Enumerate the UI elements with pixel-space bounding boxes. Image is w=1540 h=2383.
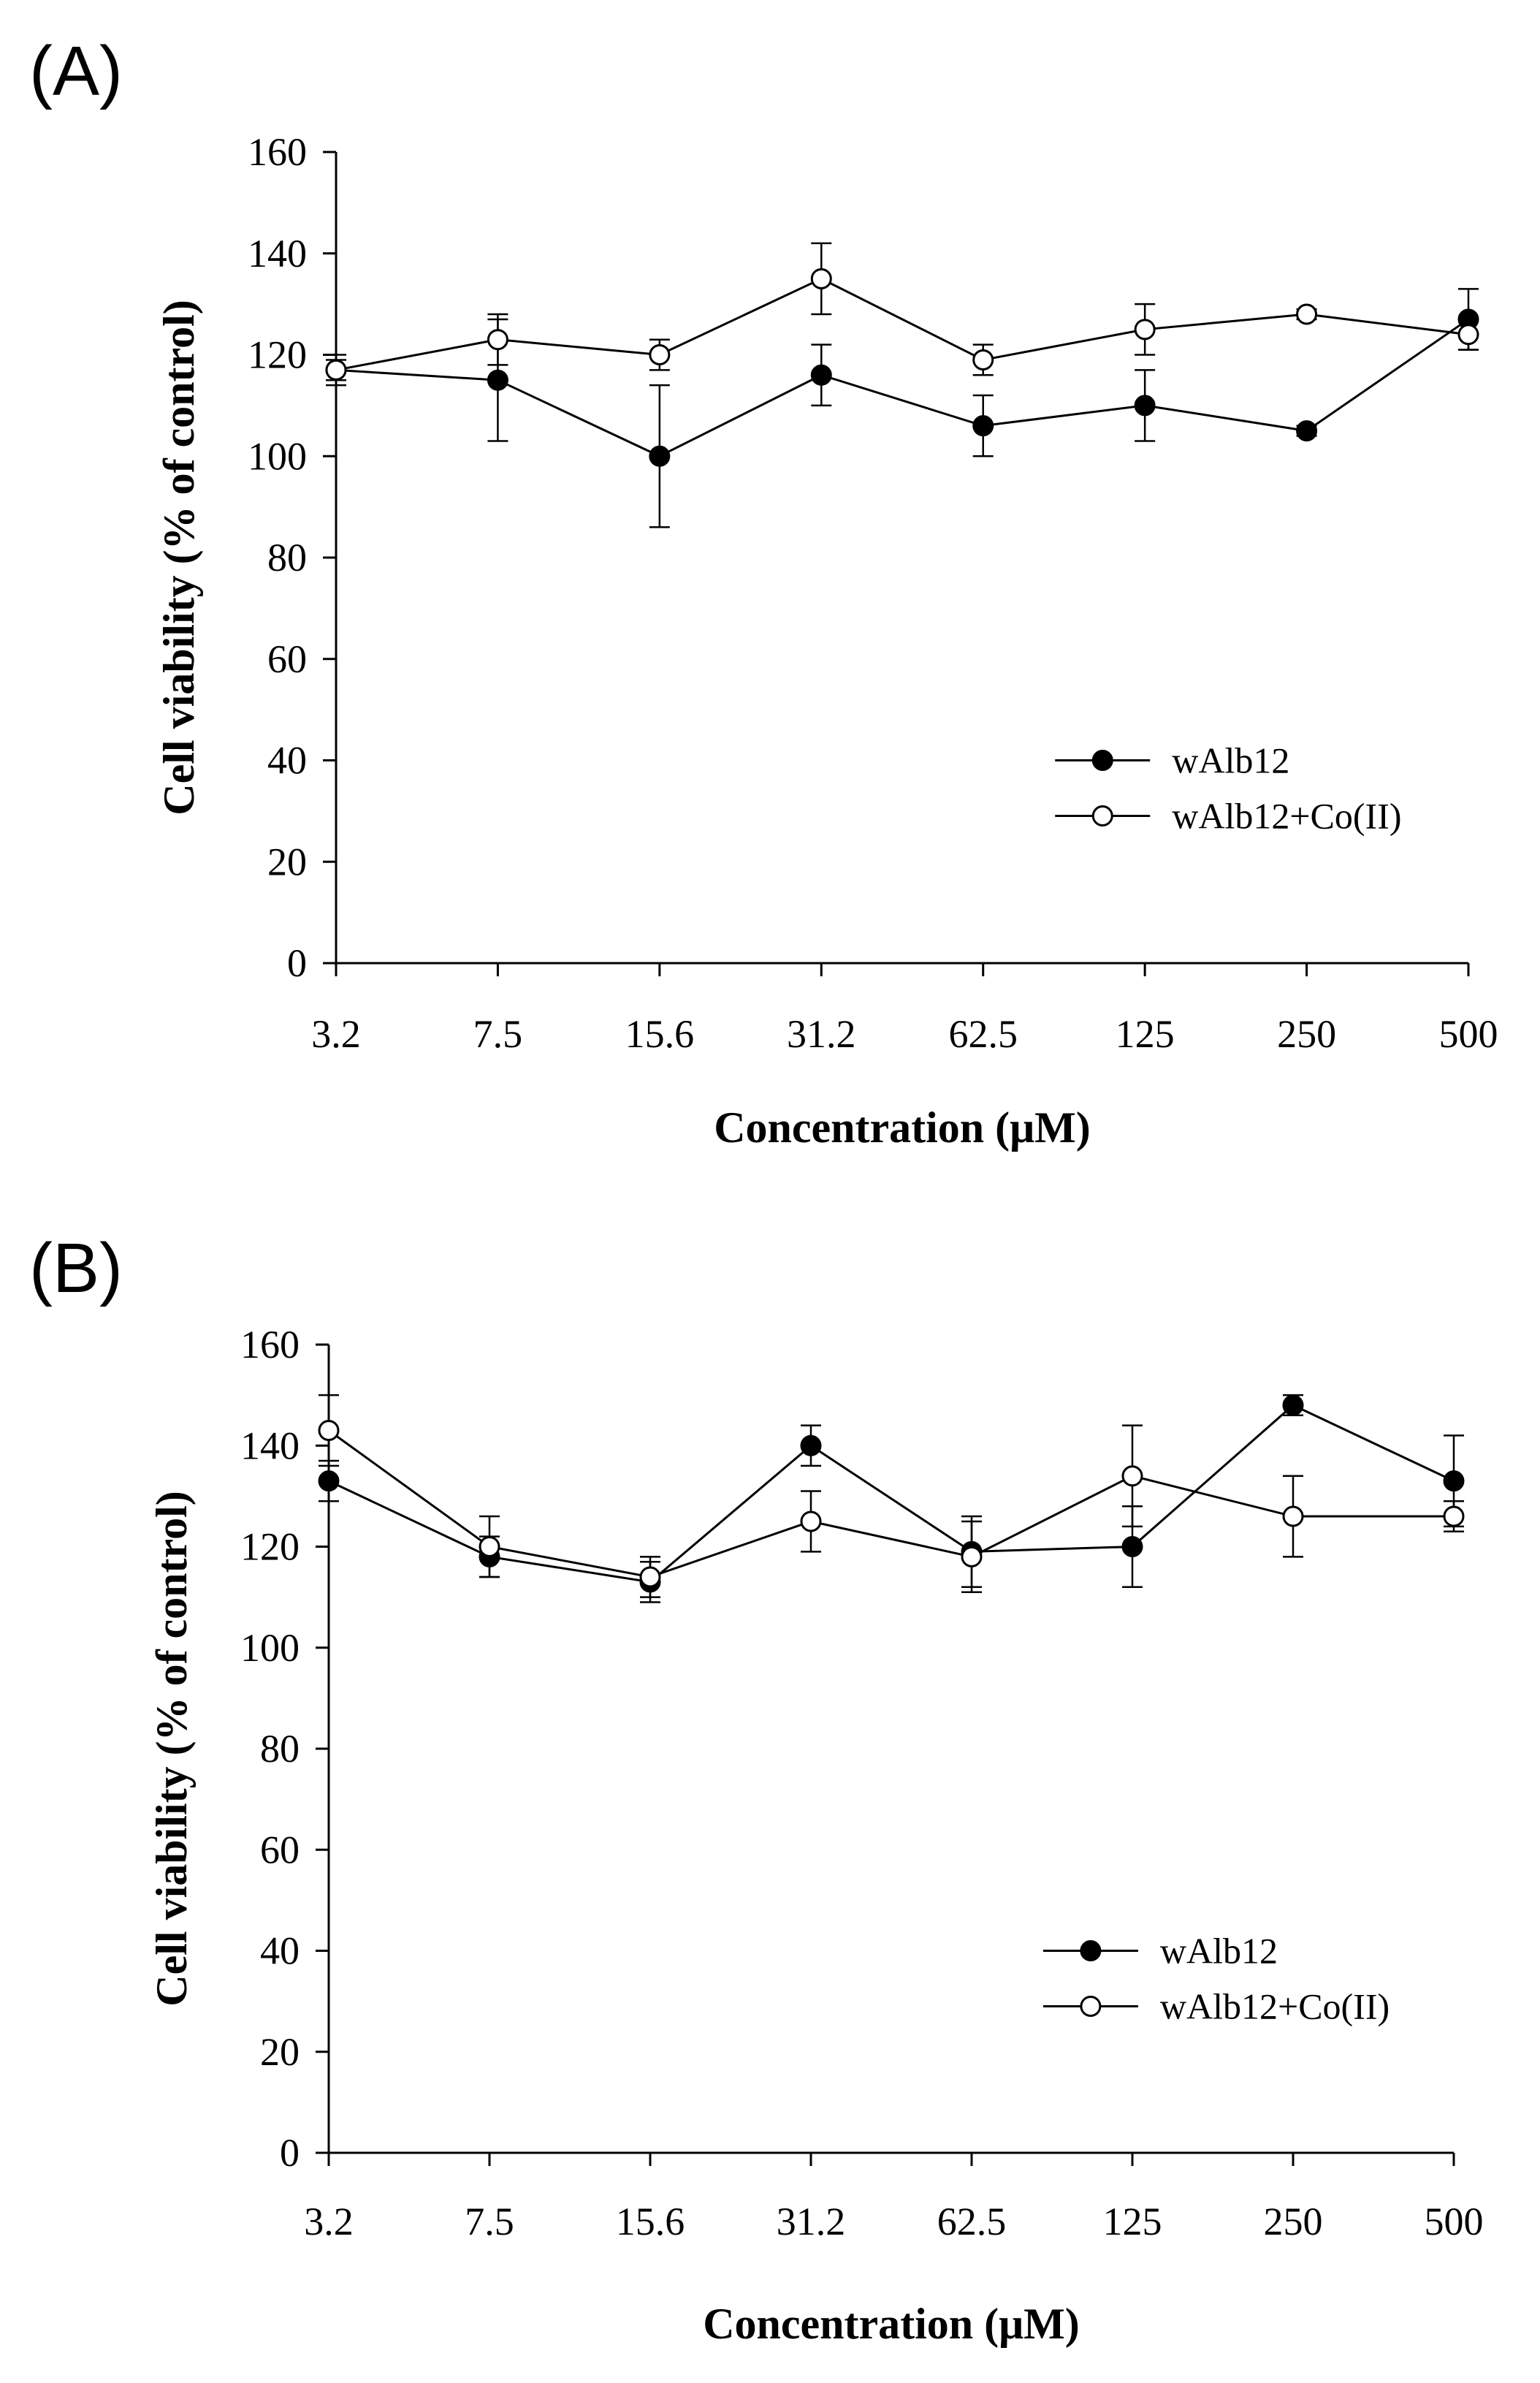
data-point	[318, 1470, 340, 1492]
data-point	[487, 369, 508, 391]
y-tick-label: 120	[248, 333, 307, 377]
legend-entry-0: wAlb12	[1055, 740, 1289, 781]
x-tick-label: 15.6	[625, 1012, 695, 1056]
x-tick-label: 62.5	[948, 1012, 1018, 1056]
y-tick-label: 80	[260, 1727, 300, 1771]
series-line	[328, 1429, 1454, 1578]
y-tick-label: 100	[240, 1626, 300, 1670]
y-tick-label: 20	[267, 840, 307, 883]
data-point	[1296, 420, 1318, 442]
data-point	[800, 1510, 822, 1532]
data-point	[1296, 303, 1318, 325]
y-tick-label: 160	[240, 1323, 300, 1367]
chart-panel-0: (A) 0 20 40 60 80 100 120 140 160 3.2 7.5 15.6 31.2 62…	[29, 32, 1498, 1152]
legend-label: wAlb12+Co(II)	[1160, 1986, 1390, 2027]
legend-label: wAlb12	[1172, 740, 1289, 781]
y-tick-label: 120	[240, 1525, 300, 1569]
x-tick-label: 15.6	[616, 2200, 685, 2243]
series-line	[328, 1404, 1455, 1584]
data-point	[810, 267, 832, 289]
data-point	[1282, 1505, 1304, 1527]
y-tick-label: 140	[248, 232, 307, 275]
data-point	[1121, 1536, 1143, 1557]
x-tick-label: 31.2	[787, 1012, 856, 1056]
legend-marker	[1091, 750, 1113, 771]
x-axis-title: Concentration (μM)	[714, 1103, 1091, 1152]
panel-label: (B)	[29, 1229, 123, 1307]
series-line	[335, 318, 1469, 457]
data-point	[479, 1536, 500, 1557]
legend-marker	[1080, 1996, 1102, 2017]
y-tick-label: 0	[280, 2131, 300, 2175]
data-point	[972, 415, 994, 437]
x-tick-label: 7.5	[465, 2200, 514, 2243]
series-line	[335, 277, 1469, 371]
data-point	[318, 1420, 340, 1442]
legend-label: wAlb12+Co(II)	[1172, 796, 1401, 837]
y-tick-label: 40	[267, 739, 307, 783]
x-tick-label: 62.5	[937, 2200, 1007, 2243]
legend-marker	[1080, 1940, 1102, 1961]
y-tick-label: 100	[248, 434, 307, 478]
data-point	[972, 349, 994, 370]
x-tick-label: 250	[1264, 2200, 1323, 2243]
x-tick-label: 250	[1277, 1012, 1336, 1056]
data-point	[639, 1566, 661, 1588]
data-point	[487, 329, 508, 351]
legend-entry-1: wAlb12+Co(II)	[1055, 796, 1402, 837]
data-point	[1282, 1394, 1304, 1416]
data-point	[649, 344, 671, 365]
data-point	[1443, 1505, 1465, 1527]
x-tick-label: 125	[1103, 2200, 1162, 2243]
x-tick-label: 3.2	[311, 1012, 361, 1056]
data-point	[961, 1546, 983, 1567]
y-axis-title: Cell viability (% of control)	[155, 300, 203, 815]
panel-label: (A)	[29, 32, 123, 110]
x-tick-label: 7.5	[473, 1012, 523, 1056]
legend-entry-1: wAlb12+Co(II)	[1042, 1986, 1390, 2027]
legend-label: wAlb12	[1160, 1931, 1278, 1972]
y-tick-label: 140	[240, 1424, 300, 1467]
series-1	[325, 242, 1479, 381]
legend-entry-0: wAlb12	[1042, 1931, 1278, 1972]
data-point	[1121, 1465, 1143, 1487]
x-axis-title: Concentration (μM)	[703, 2300, 1080, 2348]
y-tick-label: 20	[260, 2030, 300, 2074]
data-point	[1134, 319, 1156, 341]
data-point	[649, 445, 671, 467]
x-tick-label: 31.2	[777, 2200, 846, 2243]
data-point	[325, 359, 347, 381]
y-tick-label: 40	[260, 1929, 300, 1973]
y-tick-label: 60	[260, 1828, 300, 1871]
x-tick-label: 500	[1425, 2200, 1484, 2243]
x-tick-label: 3.2	[304, 2200, 354, 2243]
chart-panel-1: (B) 0 20 40 60 80 100 120 140 160 3.2 7.5 15.6 31.2 62…	[29, 1229, 1484, 2348]
legend-marker	[1091, 805, 1113, 826]
x-tick-label: 125	[1116, 1012, 1175, 1056]
y-axis-title: Cell viability (% of control)	[148, 1491, 196, 2006]
y-tick-label: 80	[267, 536, 307, 579]
data-point	[810, 364, 832, 386]
y-tick-label: 60	[267, 637, 307, 681]
y-tick-label: 0	[287, 941, 307, 985]
data-point	[800, 1434, 822, 1456]
x-tick-label: 500	[1439, 1012, 1498, 1056]
data-point	[1443, 1470, 1465, 1492]
y-tick-label: 160	[248, 130, 307, 174]
data-point	[1457, 324, 1479, 346]
data-point	[1134, 395, 1156, 417]
series-1	[318, 1394, 1465, 1598]
